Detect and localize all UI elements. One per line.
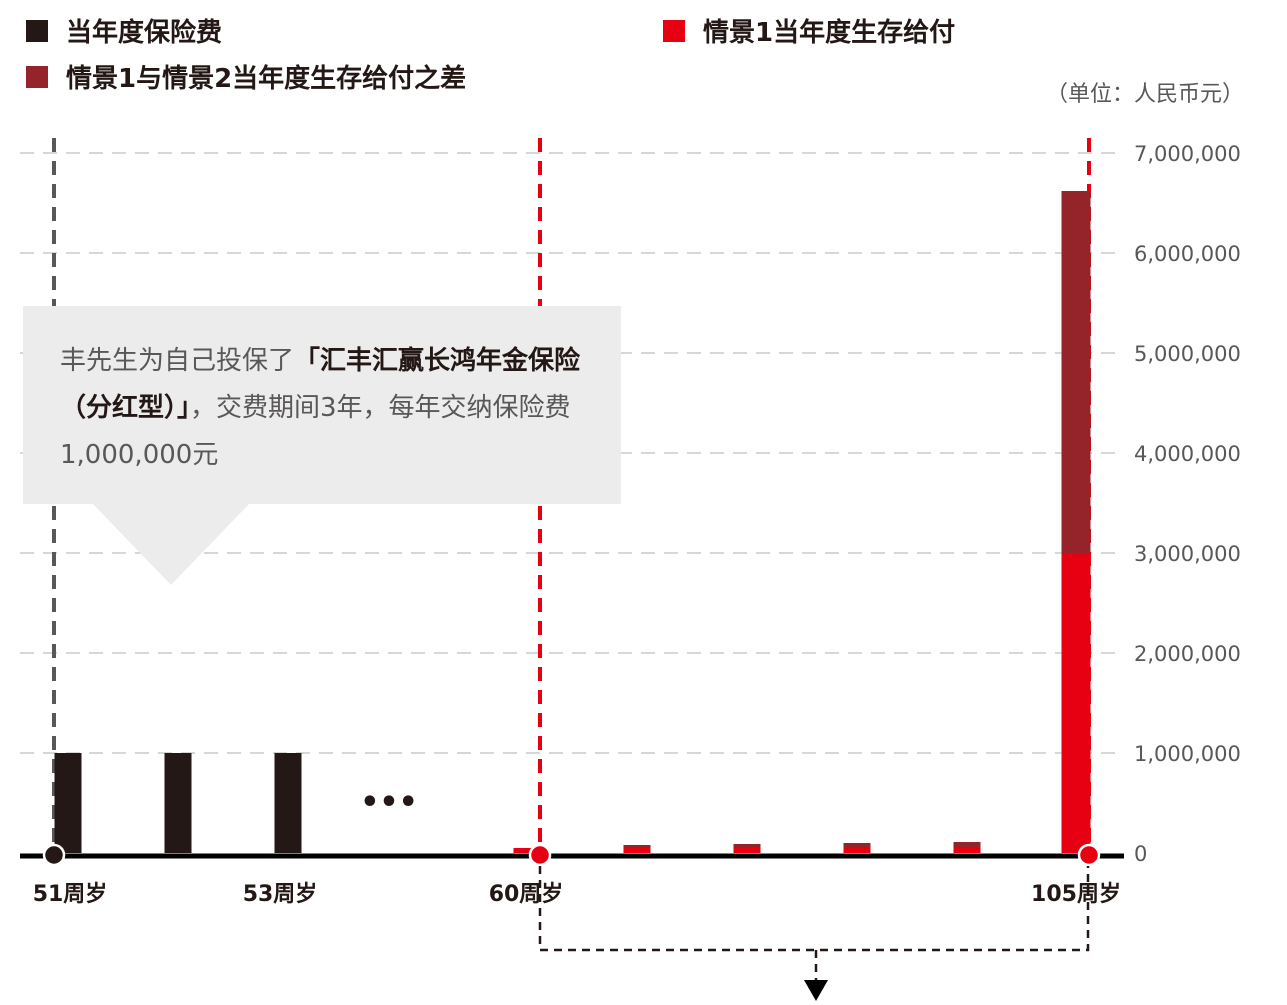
- bar-survival-benefit: [733, 848, 761, 853]
- bar-benefit-difference: [953, 842, 981, 848]
- y-tick-label: 5,000,000: [1134, 342, 1241, 366]
- callout-text-part2: ，交费期间3年，每年交纳保险费1,000,000元: [60, 393, 571, 470]
- bar-benefit-difference: [733, 844, 761, 848]
- legend-item-benefit-difference: 情景1与情景2当年度生存给付之差: [26, 58, 466, 95]
- age-marker: [528, 843, 552, 867]
- y-tick-label: 4,000,000: [1134, 442, 1241, 466]
- bar-benefit-difference: [843, 843, 871, 848]
- callout-product-name: 「汇丰汇赢长鸿年金保险（分红型）」: [60, 346, 581, 423]
- legend-swatch-benefit-difference: [26, 65, 48, 88]
- legend-item-premium: 当年度保险费: [26, 12, 222, 49]
- legend-swatch-survival-benefit: [663, 19, 685, 42]
- y-tick-label: 2,000,000: [1134, 642, 1241, 666]
- bar-premium: [274, 753, 302, 853]
- ellipsis-dots: •••: [360, 785, 418, 820]
- legend-label-benefit-difference: 情景1与情景2当年度生存给付之差: [66, 64, 467, 94]
- bar-survival-benefit: [953, 848, 981, 853]
- y-tick-label: 7,000,000: [1134, 142, 1241, 166]
- age-marker: [1077, 843, 1101, 867]
- y-tick-label: 3,000,000: [1134, 542, 1241, 566]
- unit-label: （单位：人民币元）: [1046, 82, 1245, 107]
- y-tick-label: 6,000,000: [1134, 242, 1241, 266]
- y-tick-label: 0: [1134, 842, 1147, 866]
- y-tick-label: 1,000,000: [1134, 742, 1241, 766]
- x-tick-label: 60周岁: [489, 881, 564, 907]
- legend-swatch-premium: [26, 19, 48, 42]
- callout-box: [23, 306, 621, 504]
- bar-survival-benefit: [513, 848, 541, 853]
- bar-premium: [164, 753, 192, 853]
- bar-survival-benefit: [1061, 553, 1091, 853]
- x-tick-label: 51周岁: [33, 881, 108, 907]
- legend-label-survival-benefit: 情景1当年度生存给付: [703, 18, 956, 48]
- arrow-down-icon: [804, 980, 828, 1001]
- callout-text: 丰先生为自己投保了「汇丰汇赢长鸿年金保险（分红型）」，交费期间3年，每年交纳保险…: [60, 338, 590, 479]
- bracket-arrow: [538, 866, 1090, 1001]
- callout-text-part1: 丰先生为自己投保了: [60, 346, 295, 376]
- bar-survival-benefit: [623, 848, 651, 853]
- legend-label-premium: 当年度保险费: [66, 18, 223, 48]
- x-tick-label: 53周岁: [243, 881, 318, 907]
- bar-benefit-difference: [1061, 191, 1091, 553]
- bar-survival-benefit: [843, 848, 871, 853]
- x-tick-label: 105周岁: [1031, 881, 1121, 907]
- bar-premium: [54, 753, 82, 853]
- bar-benefit-difference: [623, 845, 651, 848]
- legend-item-survival-benefit: 情景1当年度生存给付: [663, 12, 955, 49]
- age-marker: [42, 843, 66, 867]
